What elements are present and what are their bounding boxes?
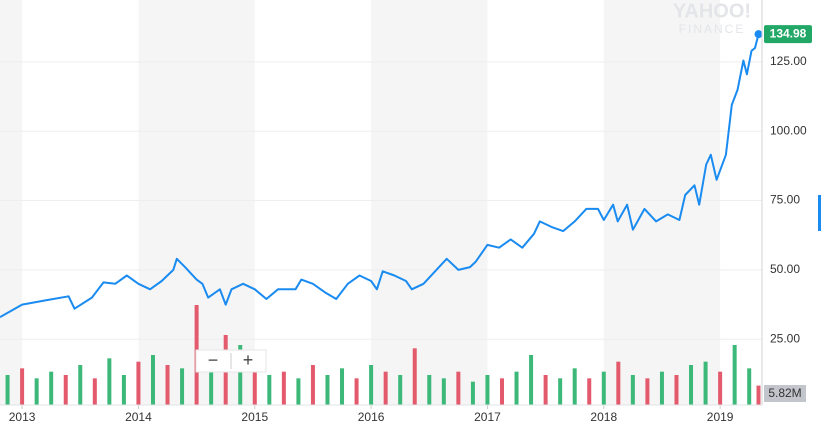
- background: [0, 0, 720, 405]
- side-handle[interactable]: [818, 195, 821, 231]
- zoom-control: − +: [195, 349, 267, 373]
- y-tick-label: 125.00: [770, 54, 807, 68]
- volume-bar: [659, 371, 664, 405]
- x-tick-label: 2013: [9, 410, 36, 424]
- volume-bar: [703, 361, 708, 405]
- volume-bar: [5, 375, 10, 405]
- last-point: [754, 30, 763, 39]
- volume-label-box: [764, 385, 806, 402]
- volume-bar: [529, 355, 534, 405]
- volume-bar: [616, 361, 621, 405]
- volume-bar: [180, 368, 185, 405]
- last-price-label: 134.98: [770, 26, 807, 40]
- volume-bar: [20, 368, 25, 405]
- volume-bar: [296, 378, 301, 405]
- volume-bar: [325, 375, 330, 405]
- watermark-product: FINANCE: [679, 22, 746, 36]
- volume-bar: [630, 375, 635, 405]
- y-tick-label: 100.00: [770, 123, 807, 137]
- volume-bar: [383, 371, 388, 405]
- y-tick-label: 25.00: [770, 331, 800, 345]
- volume-bar: [732, 345, 737, 405]
- x-tick-label: 2014: [125, 410, 152, 424]
- volume-bar: [150, 355, 155, 405]
- volume-bar: [558, 378, 563, 405]
- volume-bar: [121, 375, 126, 405]
- volume-bar: [689, 365, 694, 405]
- y-tick-label: 75.00: [770, 193, 800, 207]
- volume-bar: [136, 361, 141, 405]
- year-band: [371, 0, 488, 405]
- volume-bar: [165, 365, 170, 405]
- volume-bar: [107, 358, 112, 405]
- last-price-box: [764, 25, 812, 44]
- volume-bar: [354, 378, 359, 405]
- volume-bar: [485, 375, 490, 405]
- volume-bar: [427, 375, 432, 405]
- volume-bar: [238, 345, 243, 405]
- volume-bar: [756, 385, 761, 405]
- volume-bar: [340, 368, 345, 405]
- watermark-brand: YAHOO!: [673, 0, 751, 22]
- year-band: [0, 0, 23, 405]
- x-tick-label: 2017: [474, 410, 501, 424]
- volume-bar: [514, 371, 519, 405]
- zoom-out[interactable]: −: [208, 350, 219, 370]
- year-band: [603, 0, 721, 405]
- volume-bar: [470, 381, 475, 405]
- volume-bar: [718, 371, 723, 405]
- volume-bar: [572, 368, 577, 405]
- volume-bar: [281, 371, 286, 405]
- volume-bar: [587, 378, 592, 405]
- volume-bar: [34, 378, 39, 405]
- volume-bar: [92, 378, 97, 405]
- volume-bar: [645, 378, 650, 405]
- plot: [0, 30, 763, 318]
- price-line: [0, 33, 760, 318]
- volume-bar: [267, 375, 272, 405]
- volume-bar: [601, 371, 606, 405]
- volume-bar: [369, 365, 374, 405]
- volume-label-text: 5.82M: [768, 386, 801, 400]
- volume-bar: [209, 358, 214, 405]
- volume-bar: [747, 368, 752, 405]
- x-tick-label: 2019: [707, 410, 734, 424]
- volume-label: 5.82M: [764, 385, 806, 402]
- volume-bar: [398, 375, 403, 405]
- grid: [0, 61, 762, 409]
- volume-bar: [441, 378, 446, 405]
- x-tick-label: 2016: [358, 410, 385, 424]
- x-tick-label: 2015: [241, 410, 268, 424]
- zoom-in[interactable]: +: [243, 350, 254, 370]
- x-tick-label: 2018: [590, 410, 617, 424]
- volume-bar: [412, 348, 417, 405]
- volume-bar: [543, 375, 548, 405]
- volume-bar: [310, 365, 315, 405]
- volume-bar: [499, 378, 504, 405]
- y-tick-label: 50.00: [770, 262, 800, 276]
- volume-bar: [63, 375, 68, 405]
- volume-bar: [456, 371, 461, 405]
- volume-bar: [252, 368, 257, 405]
- volume-bar: [78, 365, 83, 405]
- volume-bar: [49, 371, 54, 405]
- volume-bar: [674, 375, 679, 405]
